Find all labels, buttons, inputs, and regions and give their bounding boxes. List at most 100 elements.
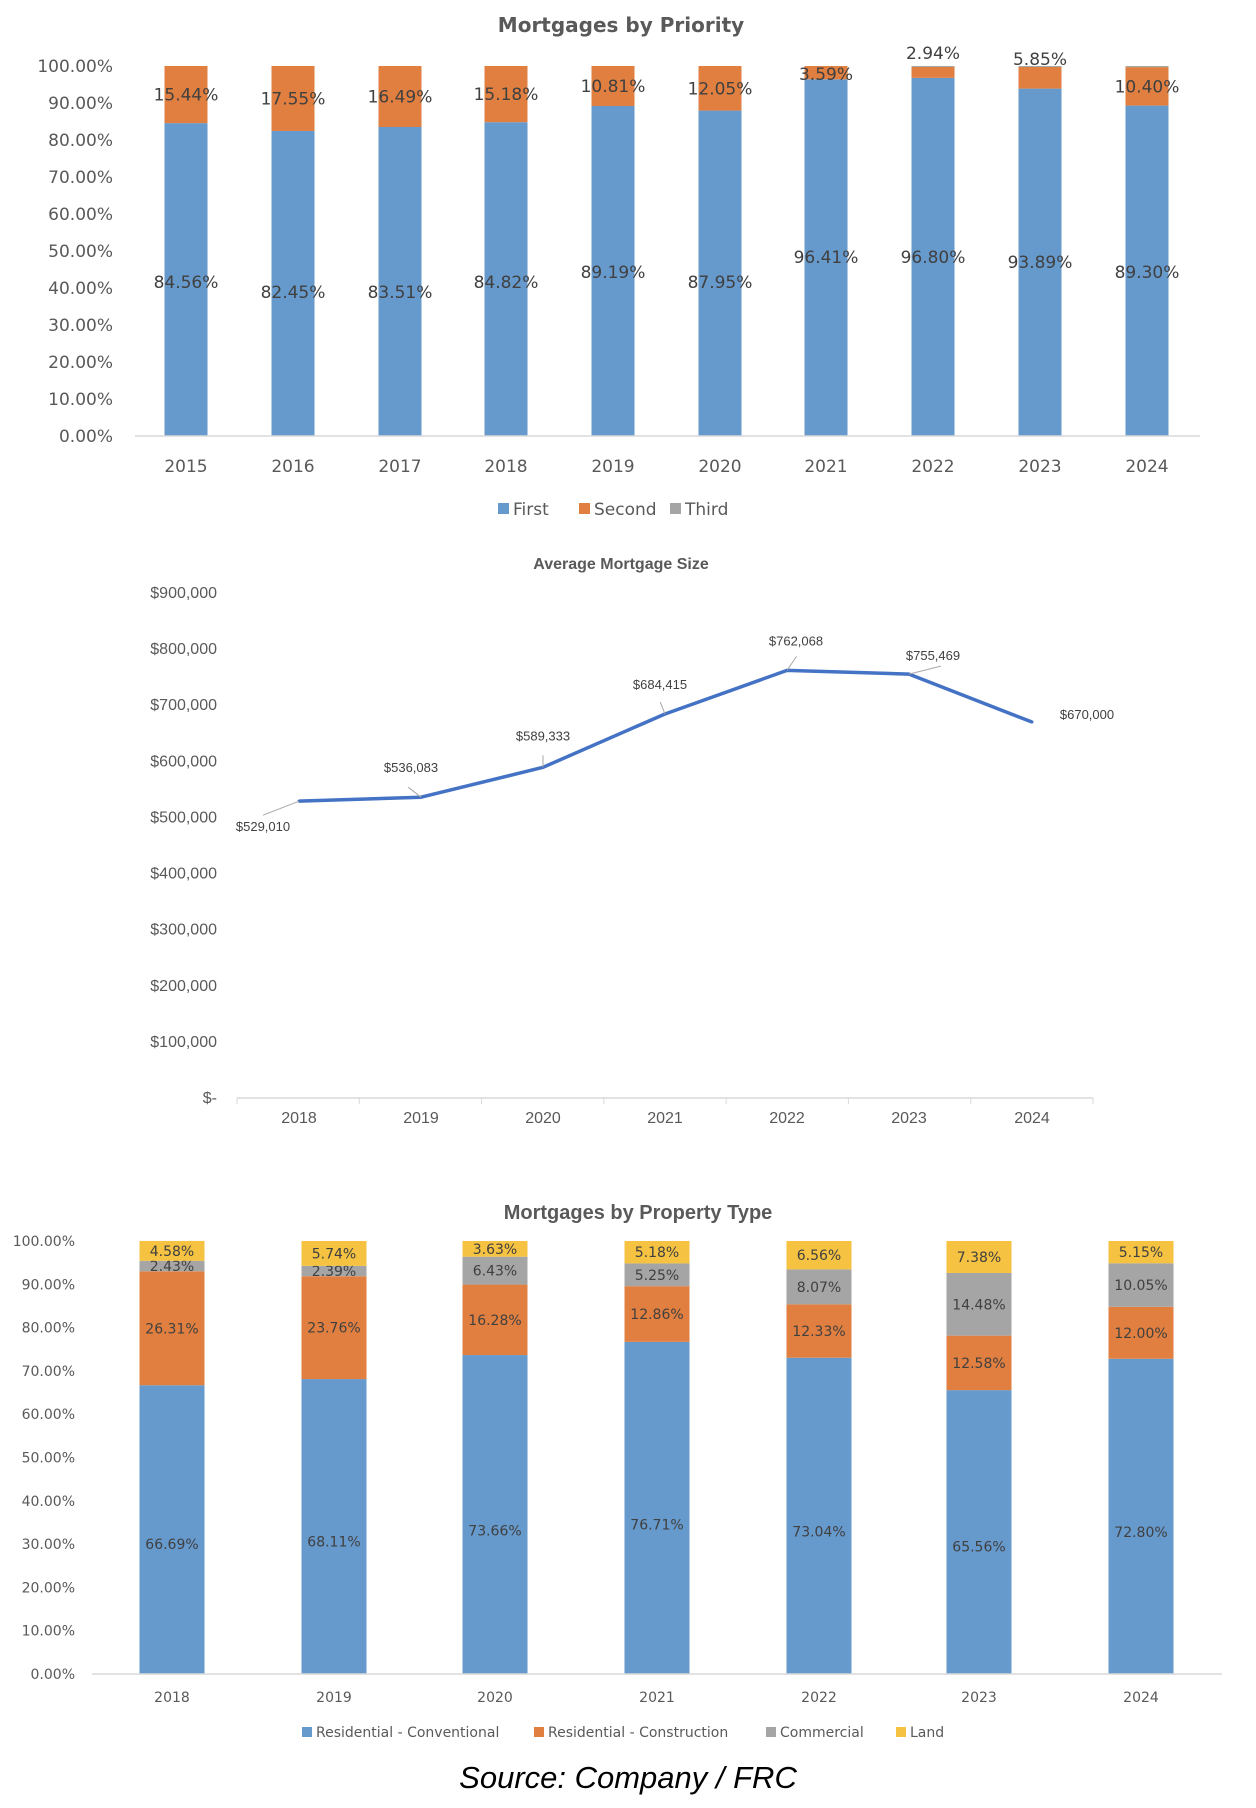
data-label-second: 15.18% [474,85,539,105]
data-label: $762,068 [769,633,823,648]
bar-commercial [301,1265,367,1277]
data-label-second: 15.44% [154,86,219,106]
data-label-land: 4.58% [150,1244,194,1260]
data-label-second: 5.85% [1013,50,1067,70]
legend-label-residential-conventional: Residential - Conventional [316,1725,499,1741]
x-tick-label: 2019 [591,457,634,477]
x-tick-label: 2022 [769,1110,805,1127]
y-tick-label: 20.00% [22,1580,75,1596]
y-tick-label: 90.00% [48,94,113,114]
y-tick-label: 60.00% [22,1407,75,1423]
bar-commercial [1108,1263,1174,1307]
x-tick-label: 2018 [484,457,527,477]
bar-land [139,1240,205,1261]
bar-third [911,66,955,67]
bar-first [271,130,315,436]
bar-first [164,123,208,437]
bar-residential-conventional [786,1357,852,1674]
legend-swatch-residential-conventional [302,1727,312,1737]
bar-second [804,66,848,80]
data-label-residential-conventional: 66.69% [145,1537,198,1553]
data-label-land: 5.18% [635,1245,679,1261]
legend-label-third: Third [684,500,728,520]
bar-land [462,1241,528,1257]
bar-land [301,1241,367,1266]
bar-commercial [946,1272,1012,1336]
y-tick-label: 70.00% [22,1364,75,1380]
leader-line [908,665,942,675]
bar-first [804,79,848,437]
y-tick-label: $300,000 [150,922,217,939]
y-tick-label: 70.00% [48,168,113,188]
data-label-second: 10.81% [581,77,646,97]
bar-first [698,110,742,437]
bar-first [1125,105,1169,436]
y-tick-label: 100.00% [13,1234,75,1250]
data-label: $529,010 [236,819,290,834]
x-tick-label: 2021 [804,457,847,477]
y-tick-label: 60.00% [48,205,113,225]
y-tick-label: 20.00% [48,353,113,373]
data-label-residential-conventional: 73.66% [468,1523,521,1539]
leader-line [659,701,666,715]
leader-line [786,656,798,671]
data-label-land: 7.38% [957,1250,1001,1266]
data-label-residential-conventional: 72.80% [1114,1525,1167,1541]
bar-land [1108,1241,1174,1264]
source-caption: Source: Company / FRC [459,1760,797,1795]
y-tick-label: 50.00% [22,1451,75,1467]
bar-residential-conventional [301,1379,367,1674]
data-label: $536,083 [384,760,438,775]
bar-second [164,66,208,124]
data-label-commercial: 14.48% [952,1297,1005,1313]
x-tick-label: 2018 [154,1690,190,1706]
data-label-second: 16.49% [368,88,433,108]
data-label-second: 12.05% [688,79,753,99]
data-label-first: 84.82% [474,273,539,293]
x-tick-label: 2019 [403,1110,439,1127]
data-label-residential-construction: 16.28% [468,1313,521,1329]
bar-land [786,1241,852,1270]
data-label-first: 84.56% [154,273,219,293]
data-label-land: 3.63% [473,1242,517,1258]
bar-residential-construction [624,1286,690,1342]
data-label-second: 3.59% [799,65,853,85]
x-tick-label: 2024 [1123,1690,1159,1706]
data-label-commercial: 6.43% [473,1264,517,1280]
legend-label-residential-construction: Residential - Construction [548,1725,728,1741]
data-label: $755,469 [906,648,960,663]
data-label-residential-construction: 12.33% [792,1324,845,1340]
mortgages-by-property-type-chart: Mortgages by Property Type 0.00% 10.00% 20… [13,1202,1222,1741]
data-label-residential-construction: 12.86% [630,1307,683,1323]
bar-commercial [462,1256,528,1285]
bar-residential-construction [139,1271,205,1386]
bar-residential-conventional [139,1385,205,1674]
data-label-commercial: 2.39% [312,1264,356,1280]
y-tick-label: $500,000 [150,809,217,826]
y-tick-label: 30.00% [48,316,113,336]
legend-label-commercial: Commercial [780,1725,864,1741]
data-label: $589,333 [516,728,570,743]
x-tick-label: 2021 [639,1690,675,1706]
data-label-first: 83.51% [368,283,433,303]
data-label-residential-construction: 12.58% [952,1356,1005,1372]
bar-second [1018,66,1062,89]
chart-title: Average Mortgage Size [533,556,709,573]
legend-label-land: Land [910,1725,944,1741]
y-tick-label: $600,000 [150,753,217,770]
legend-swatch-third [670,503,681,514]
data-label-commercial: 8.07% [797,1280,841,1296]
bar-commercial [139,1260,205,1272]
data-label: $684,415 [633,677,687,692]
leader-line [262,800,300,816]
bar-residential-conventional [946,1390,1012,1674]
bar-second [378,66,422,128]
data-label: $670,000 [1060,707,1114,722]
bar-third [1125,66,1169,68]
x-tick-label: 2021 [647,1110,683,1127]
bar-second [1125,67,1169,106]
x-tick-label: 2024 [1014,1110,1050,1127]
x-tick-label: 2020 [477,1690,513,1706]
data-label-residential-construction: 26.31% [145,1321,198,1337]
bar-second [271,66,315,131]
